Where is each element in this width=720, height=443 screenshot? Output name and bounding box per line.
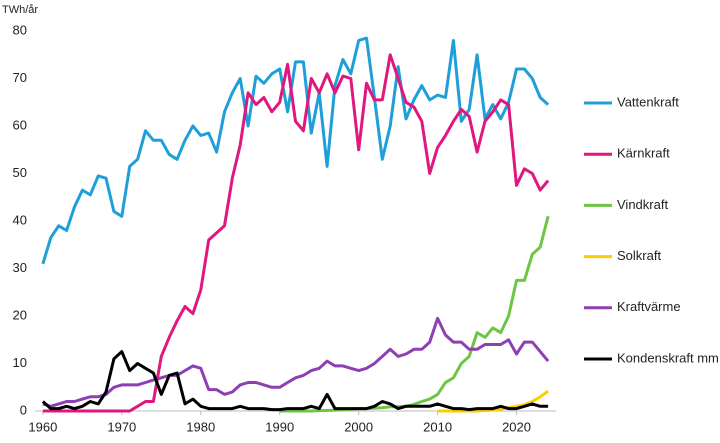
y-tick-label: 80 (13, 22, 27, 37)
y-tick-label: 0 (20, 402, 27, 417)
series-line (42, 53, 550, 413)
y-tick-label: 10 (13, 355, 27, 370)
legend-label: Kraftvärme (617, 299, 681, 314)
series-line (42, 316, 550, 408)
series-line (41, 350, 549, 412)
x-tick-label: 2020 (502, 419, 531, 434)
legend-label: Kondenskraft mm (617, 350, 719, 365)
y-tick-label: 50 (13, 165, 27, 180)
x-tick-label: 2010 (423, 419, 452, 434)
y-tick-label: 40 (13, 212, 27, 227)
y-tick-label: 60 (13, 117, 27, 132)
legend-label: Vindkraft (617, 197, 668, 212)
x-tick-label: 1970 (107, 419, 136, 434)
series-line (41, 36, 550, 265)
legend-label: Kärnkraft (617, 146, 670, 161)
x-tick-label: 1990 (265, 419, 294, 434)
legend-label: Vattenkraft (617, 94, 679, 109)
x-tick-label: 2000 (344, 419, 373, 434)
y-tick-label: 30 (13, 260, 27, 275)
legend-label: Solkraft (617, 248, 661, 263)
series-line (279, 215, 550, 413)
y-tick-label: 20 (13, 307, 27, 322)
y-axis-label: TWh/år (2, 4, 38, 16)
x-tick-label: 1980 (186, 419, 215, 434)
x-tick-label: 1960 (28, 419, 57, 434)
y-tick-label: 70 (13, 70, 27, 85)
